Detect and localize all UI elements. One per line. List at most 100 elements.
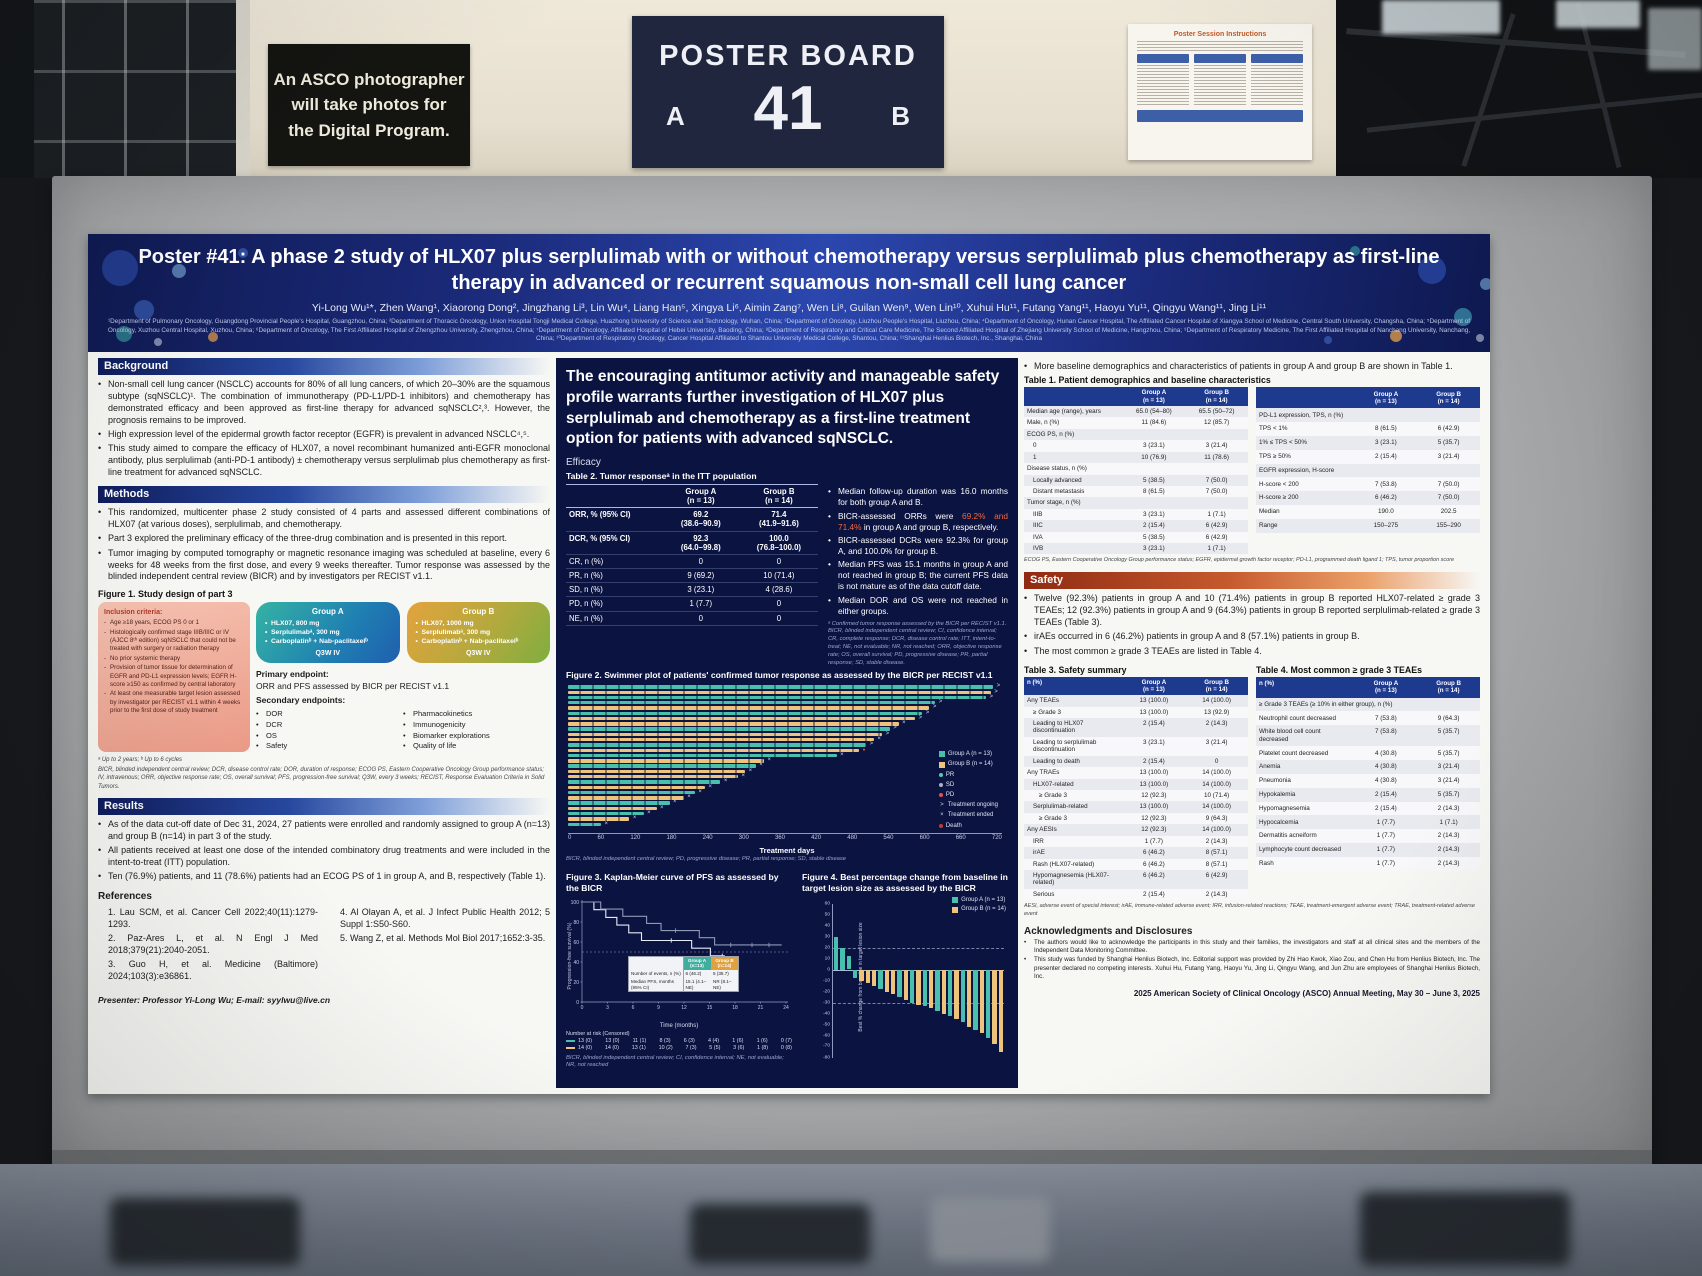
- dtc-el: ≥ Grade 3: [1033, 708, 1061, 716]
- figure1-footnote-a: ᵃ Up to 2 years; ᵇ Up to 6 cycles: [98, 757, 183, 764]
- dtc-el: DCR, % (95% CI): [569, 533, 631, 543]
- dtc-el: [1024, 387, 1123, 406]
- lg-dot-el: [938, 772, 943, 777]
- waterfall-bar-group-B: [871, 969, 877, 986]
- section-background: Background: [98, 358, 550, 375]
- poster-session-instructions-sheet: Poster Session Instructions: [1128, 24, 1312, 160]
- sw-end-el: >: [869, 741, 874, 748]
- header-decoration-dot: [1480, 278, 1490, 290]
- m-el: •: [98, 845, 102, 856]
- dtc-el: 8 (61.5): [1143, 487, 1165, 495]
- dtc-el: 2 (15.4): [1143, 890, 1165, 898]
- skylight-panel: [1382, 0, 1500, 34]
- figure3-footnote: BICR, blinded independent central review…: [566, 1054, 784, 1069]
- dtc-el: Serplulimab-related: [1033, 803, 1088, 811]
- dtc-el: Tumor stage, n (%): [1027, 499, 1081, 507]
- group-b-box: Group B • HLX07, 1000 mg • Serplulimabᵃ, 30…: [406, 602, 550, 664]
- poster-board-sign-row: A 41 B: [632, 73, 944, 159]
- dtc-el: TPS ≥ 50%: [1259, 452, 1291, 460]
- bullet-item: • Tumor imaging by computed tomography or…: [98, 548, 550, 584]
- dtc-el: Hypomagnesemia (HLX07-related): [1033, 871, 1109, 887]
- tx-el: 1. Lau SCM, et al. Cancer Cell 2022;40(1…: [108, 906, 318, 929]
- dtc-el: 0: [698, 556, 703, 566]
- header-decoration-dot: [1390, 330, 1402, 342]
- lg-sw-el: [952, 897, 959, 904]
- treatment-groups: Group A • HLX07, 800 mg • Serplulimabᵃ, 300…: [256, 602, 550, 664]
- dtc-el: 0: [776, 599, 782, 609]
- references-heading: References: [98, 891, 152, 903]
- span-el: Group A (n = 13): [947, 751, 993, 758]
- group-b-items: • HLX07, 1000 mg • Serplulimabᵃ, 300 mg • Car…: [416, 620, 542, 647]
- poster-board-sign-number: 41: [753, 74, 823, 143]
- dtc-el: 7 (50.0): [1437, 494, 1460, 502]
- swimmer-x-axis: 0 60 120 180 240 300 360 420 480 540 600 660 720: [568, 832, 1002, 842]
- text-el: 0: [576, 999, 579, 1005]
- table2-block: Group A (n = 13) Group B (n = 14) ORR, % (…: [566, 483, 1008, 668]
- dtc-el: Group A (n = 13): [685, 486, 717, 505]
- wf-ytick-el: -80: [823, 1055, 830, 1060]
- dtc-el: 2 (15.4): [1375, 790, 1397, 798]
- ar-vals-el: 14 (0) 14 (0) 13 (1) 10 (2) 7 (3) 5 (5) 3 (6) 1…: [578, 1045, 792, 1051]
- m-el: •: [98, 533, 102, 544]
- bullet-item: • BICR-assessed DCRs were 92.3% for group…: [828, 535, 1008, 557]
- dtc-el: n (%): [1259, 679, 1275, 687]
- dtc-el: Male, n (%): [1027, 419, 1060, 427]
- figure3-at-risk-table: Number at risk (Censored) 13 (0) 13 (0) 11 …: [566, 1031, 792, 1051]
- dtc-el: 3 (21.4): [1437, 452, 1460, 460]
- bullet-item: • This study aimed to compare the efficac…: [98, 443, 550, 479]
- table-row: Range 150–275 155–290: [1256, 518, 1480, 533]
- tx-el: Carboplatinᵇ + Nab-paclitaxelᵇ: [271, 637, 368, 645]
- table-row: 0 3 (23.1) 3 (21.4): [1024, 440, 1248, 452]
- swimmer-x-axis-label: Treatment days: [759, 846, 815, 856]
- span-el: Group A (n = 13): [961, 896, 1006, 903]
- dtc-el: 13 (100.0): [1139, 697, 1169, 705]
- header-decoration-dot: [1476, 334, 1484, 342]
- span-el: Group B (n = 14): [961, 906, 1006, 913]
- table1-right: Group A (n = 13) Group B (n = 14) PD-L1 ex…: [1256, 387, 1480, 533]
- dtc-el: Leading to serplulimab discontinuation: [1033, 738, 1097, 754]
- table3-caption: Table 3. Safety summary: [1024, 664, 1127, 675]
- dtc-el: Group B (n = 14): [763, 486, 795, 505]
- m-el: -: [104, 690, 107, 698]
- text-el: 3: [606, 1005, 609, 1011]
- dtc-el: 2 (14.3): [1205, 890, 1228, 898]
- dtc-el: 11 (78.6): [1204, 453, 1229, 461]
- dtc-el: 11 (84.6): [1141, 419, 1167, 427]
- tx-el: Median follow-up duration was 16.0 month…: [838, 486, 1008, 508]
- secondary-endpoints-col2: • Pharmacokinetics • Immunogenicity • Biomark…: [403, 708, 550, 753]
- swimmer-bar-group-B: >: [568, 689, 998, 695]
- tx-el: 5. Wang Z, et al. Methods Mol Biol 2017;…: [340, 933, 546, 944]
- m-el: -: [104, 628, 107, 636]
- dtc-el: 2 (15.4): [1143, 720, 1165, 728]
- chair-silhouette: [1360, 1192, 1570, 1266]
- dtc-el: IVA: [1033, 533, 1043, 541]
- dtc-el: Hypomagnesemia: [1259, 804, 1310, 812]
- waterfall-bar-group-A: [935, 969, 940, 1012]
- dtc-el: Anemia: [1259, 763, 1281, 771]
- table1-intro-bullet: • More baseline demographics and characte…: [1024, 361, 1480, 373]
- table-row: H-score ≥ 200 6 (46.2) 7 (50.0): [1256, 491, 1480, 505]
- span-el: 660: [955, 835, 966, 842]
- m-el: •: [403, 741, 406, 751]
- tx-el: No prior systemic therapy: [110, 654, 181, 662]
- header-decoration-dot: [116, 326, 132, 342]
- span-el: Median DOR and OS were not reached in ei…: [838, 594, 1008, 616]
- tx-el: HLX07, 800 mg: [271, 620, 320, 628]
- waterfall-bar-group-A: [852, 969, 858, 979]
- m-el: •: [98, 443, 102, 454]
- meeting-footer: 2025 American Society of Clinical Oncolo…: [1133, 989, 1480, 998]
- bullet-item: • All patients received at least one dose…: [98, 845, 550, 869]
- sw-end-el: ×: [741, 773, 746, 779]
- span-el: 14 (0): [604, 1044, 619, 1051]
- group-b-schedule: Q3W IV: [465, 649, 491, 657]
- dtc-el: 3 (23.1): [1375, 439, 1397, 447]
- wf-th-el: [833, 947, 1004, 949]
- div-el: Secondary endpoints:: [256, 695, 550, 706]
- dtc-el: 1 (7.7): [1376, 846, 1395, 854]
- middle-column: The encouraging antitumor activity and m…: [556, 358, 1018, 1088]
- polyline-el: [582, 900, 725, 956]
- tx-el: Serplulimabᵃ, 300 mg: [271, 629, 340, 637]
- figure3-km-chart: 0 20 40 60 80 100 0 3 6 9 12 15 18 21 24 Progression-fr…: [566, 896, 792, 1022]
- text-el: 24: [783, 1005, 789, 1011]
- lg-dot-el: [938, 793, 943, 798]
